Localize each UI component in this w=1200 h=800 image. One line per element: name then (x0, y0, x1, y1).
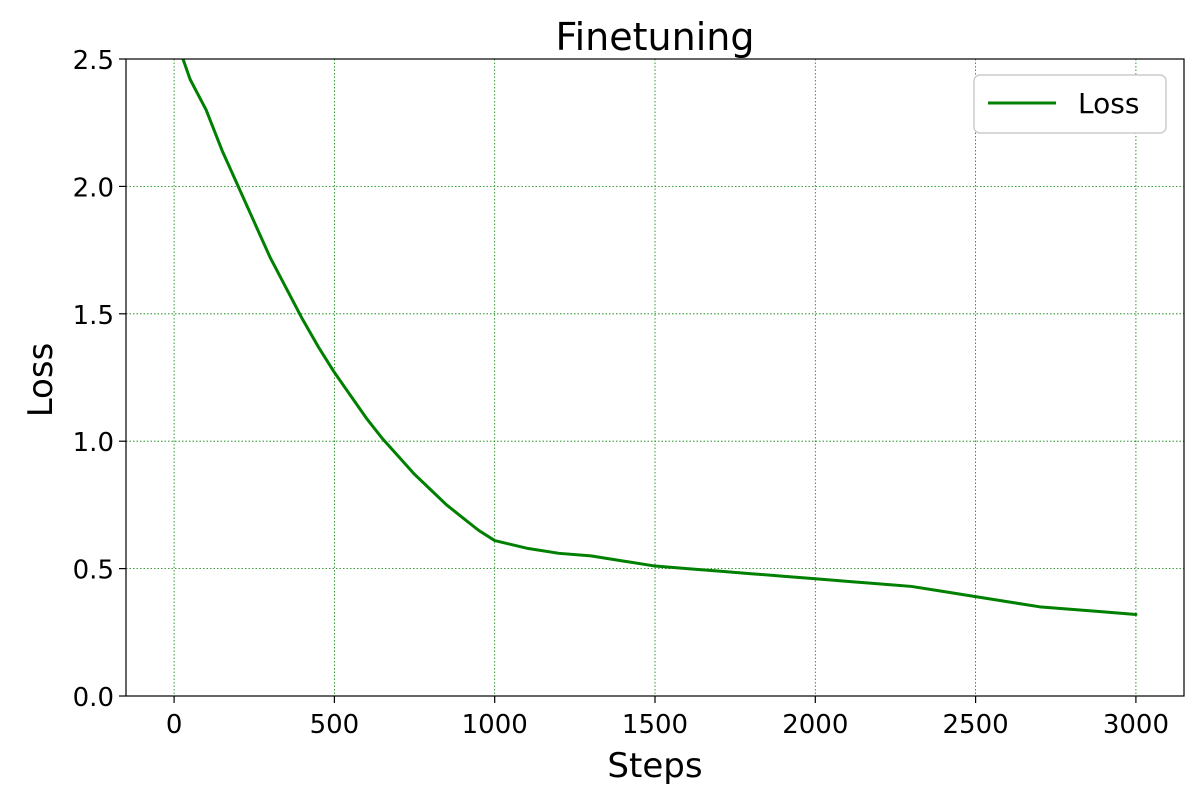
legend: Loss (973, 74, 1167, 134)
legend-box (973, 74, 1167, 134)
series-layer (181, 59, 1138, 616)
x-axis-title: Steps (607, 746, 702, 786)
y-tick-label: 1.5 (73, 301, 114, 331)
x-tick-label: 0 (166, 710, 183, 740)
chart-title: Finetuning (556, 15, 755, 59)
x-tick-label: 1000 (462, 710, 528, 740)
tick-layer: 0 500 1000 1500 2000 2500 3000 0.0 0.5 1.0 1.5 2.0 2… (73, 46, 1169, 740)
x-tick-label: 2500 (943, 710, 1009, 740)
x-tick-label: 3000 (1103, 710, 1169, 740)
y-axis-title: Loss (21, 343, 61, 418)
y-tick-label: 0.5 (73, 556, 114, 586)
x-tick-label: 2000 (782, 710, 848, 740)
y-tick-label: 1.0 (73, 428, 114, 458)
x-tick-label: 1500 (622, 710, 688, 740)
legend-label: Loss (1078, 87, 1139, 120)
y-tick-label: 2.5 (73, 46, 114, 76)
x-tick-label: 500 (310, 710, 360, 740)
y-tick-label: 2.0 (73, 173, 114, 203)
y-tick-label: 0.0 (73, 683, 114, 713)
